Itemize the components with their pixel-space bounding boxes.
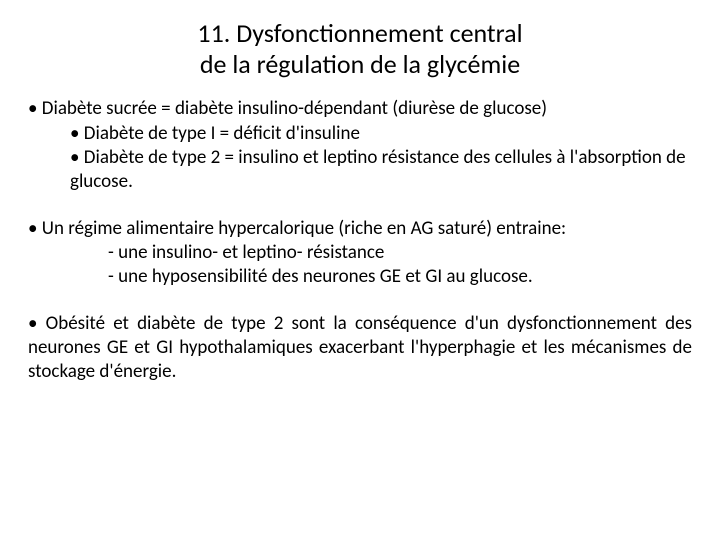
bullet-diabetes-sugar: Diabète sucrée = diabète insulino-dépend…	[28, 97, 692, 121]
text-type2: Diabète de type 2 = insulino et leptino …	[70, 146, 686, 193]
text-regime: Un régime alimentaire hypercalorique (ri…	[42, 217, 566, 240]
sub-hyposensibilite: - une hyposensibilité des neurones GE et…	[28, 265, 692, 289]
text-type1: Diabète de type I = déficit d'insuline	[84, 122, 360, 145]
bullet-regime: Un régime alimentaire hypercalorique (ri…	[28, 217, 692, 241]
sub-resistance: - une insulino- et leptino- résistance	[28, 241, 692, 265]
paragraph-3: Obésité et diabète de type 2 sont la con…	[28, 312, 692, 385]
text-resistance: - une insulino- et leptino- résistance	[108, 241, 384, 264]
paragraph-1: Diabète sucrée = diabète insulino-dépend…	[28, 97, 692, 194]
paragraph-2: Un régime alimentaire hypercalorique (ri…	[28, 217, 692, 290]
text-obesite: Obésité et diabète de type 2 sont la con…	[28, 312, 692, 384]
bullet-obesite: Obésité et diabète de type 2 sont la con…	[28, 312, 692, 385]
text-hyposensibilite: - une hyposensibilité des neurones GE et…	[108, 265, 533, 288]
title-line-2: de la régulation de la glycémie	[200, 48, 520, 80]
bullet-type2: Diabète de type 2 = insulino et leptino …	[28, 146, 692, 195]
bullet-type1: Diabète de type I = déficit d'insuline	[28, 122, 692, 146]
text-diabetes-sugar: Diabète sucrée = diabète insulino-dépend…	[42, 97, 547, 120]
title-line-1: 11. Dysfonctionnement central	[197, 17, 522, 49]
slide: 11. Dysfonctionnement central de la régu…	[0, 0, 720, 540]
slide-title: 11. Dysfonctionnement central de la régu…	[28, 18, 692, 79]
